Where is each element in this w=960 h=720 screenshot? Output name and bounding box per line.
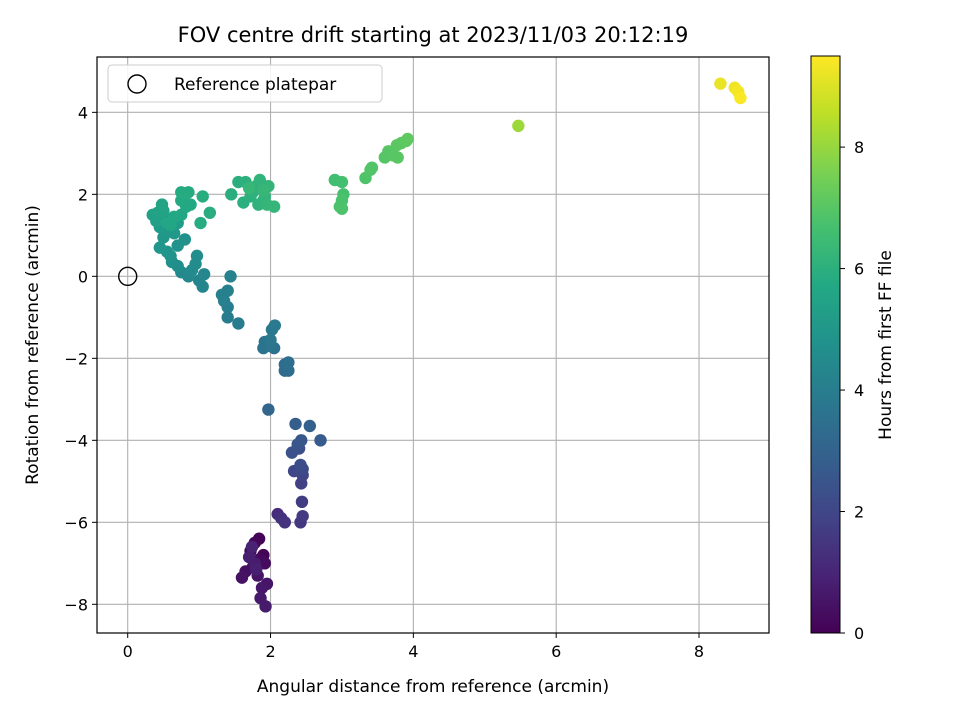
colorbar-ticks: 0 2 4 6 8 — [840, 138, 864, 643]
y-tick-label: −2 — [64, 349, 88, 368]
x-axis: 0 2 4 6 8 — [123, 633, 704, 661]
x-tick-label: 6 — [551, 642, 561, 661]
colorbar-tick-label: 6 — [854, 260, 864, 279]
reference-platepar-marker — [118, 266, 138, 287]
colorbar-label: Hours from first FF file — [876, 250, 896, 440]
colorbar: 0 2 4 6 8 Hours from first FF file — [810, 55, 896, 643]
y-tick-label: 2 — [78, 185, 88, 204]
data-point — [391, 151, 404, 164]
data-point — [714, 77, 727, 90]
data-point — [167, 210, 181, 224]
data-point — [194, 216, 207, 230]
legend-box — [107, 64, 383, 103]
data-point — [512, 119, 525, 133]
x-tick-label: 4 — [408, 642, 418, 661]
data-point — [250, 563, 263, 576]
colorbar-tick-label: 4 — [854, 381, 864, 400]
data-point — [190, 249, 204, 263]
data-point — [232, 317, 245, 330]
gridlines — [97, 57, 769, 633]
colorbar-tick-label: 8 — [854, 138, 864, 157]
data-point — [734, 91, 747, 105]
data-point — [153, 241, 167, 254]
data-point — [235, 571, 249, 584]
data-point — [303, 419, 317, 433]
data-point — [262, 403, 275, 416]
data-point — [282, 356, 295, 369]
y-tick-label: 0 — [78, 267, 88, 286]
data-point — [259, 600, 272, 613]
data-point — [175, 186, 188, 199]
x-axis-label: Angular distance from reference (arcmin) — [257, 677, 609, 697]
data-point — [295, 434, 308, 447]
y-axis: −8 −6 −4 −2 0 2 4 — [64, 103, 97, 614]
data-point — [155, 198, 169, 211]
data-point — [294, 458, 307, 472]
colorbar-tick-label: 2 — [854, 503, 864, 522]
data-point — [278, 516, 292, 529]
data-point — [264, 333, 277, 347]
y-tick-label: −8 — [64, 595, 88, 614]
x-tick-label: 2 — [265, 642, 275, 661]
y-tick-label: −4 — [64, 431, 88, 450]
data-points — [146, 77, 747, 613]
data-point — [260, 198, 274, 211]
legend-entry-label: Reference platepar — [174, 75, 336, 95]
y-tick-label: 4 — [78, 103, 88, 122]
data-point — [171, 239, 184, 252]
data-point — [335, 175, 349, 189]
legend-marker-icon — [127, 74, 147, 94]
data-point — [253, 173, 267, 187]
data-point — [184, 198, 197, 211]
data-point — [196, 190, 209, 203]
data-point — [225, 188, 238, 201]
data-point — [295, 495, 309, 509]
data-point — [245, 540, 259, 554]
data-point — [242, 181, 256, 195]
y-axis-label: Rotation from reference (arcmin) — [23, 205, 43, 485]
data-point — [221, 311, 234, 324]
colorbar-gradient — [810, 55, 841, 634]
data-point — [197, 268, 211, 281]
x-tick-label: 0 — [123, 642, 133, 661]
data-point — [221, 284, 234, 297]
data-point — [314, 434, 327, 447]
data-point — [258, 557, 272, 570]
data-point — [296, 509, 309, 523]
legend: Reference platepar — [107, 64, 383, 103]
data-point — [268, 319, 282, 332]
plot-frame — [96, 56, 770, 634]
data-point — [224, 270, 237, 283]
data-point — [401, 132, 414, 146]
data-point — [257, 184, 270, 197]
y-tick-label: −6 — [64, 513, 88, 532]
data-point — [242, 550, 256, 564]
data-point — [289, 417, 302, 431]
data-point — [255, 581, 269, 595]
colorbar-tick-label: 0 — [854, 624, 864, 643]
data-point — [335, 202, 349, 215]
data-point — [365, 161, 379, 174]
data-point — [203, 206, 217, 219]
x-tick-label: 8 — [694, 642, 704, 661]
chart-title: FOV centre drift starting at 2023/11/03 … — [178, 23, 689, 47]
